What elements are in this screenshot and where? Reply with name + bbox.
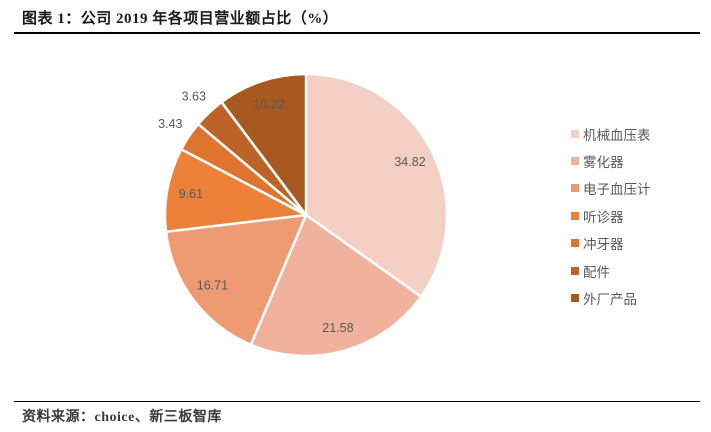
legend: 机械血压表雾化器电子血压计听诊器冲牙器配件外厂产品 xyxy=(571,120,651,312)
legend-swatch-icon xyxy=(571,266,579,275)
legend-swatch-icon xyxy=(571,129,579,138)
pie-slice-3 xyxy=(163,148,308,233)
pie-slice-2 xyxy=(164,213,308,346)
legend-item: 外厂产品 xyxy=(571,284,651,311)
slice-label: 9.61 xyxy=(179,187,203,201)
legend-item: 电子血压计 xyxy=(571,175,651,202)
title-divider xyxy=(14,32,700,34)
legend-swatch-icon xyxy=(571,294,579,303)
legend-label: 机械血压表 xyxy=(583,127,651,143)
legend-label: 外厂产品 xyxy=(583,292,637,308)
legend-item: 机械血压表 xyxy=(571,120,651,147)
slice-label: 16.71 xyxy=(197,279,228,293)
legend-swatch-icon xyxy=(571,239,579,248)
legend-item: 冲牙器 xyxy=(571,230,651,257)
legend-swatch-icon xyxy=(571,157,579,166)
slice-label: 21.58 xyxy=(322,321,353,335)
slice-label: 10.22 xyxy=(253,98,284,112)
legend-item: 听诊器 xyxy=(571,202,651,229)
source-note: 资料来源：choice、新三板智库 xyxy=(22,410,222,425)
pie-slice-6 xyxy=(220,72,308,217)
legend-item: 雾化器 xyxy=(571,147,651,174)
legend-label: 雾化器 xyxy=(583,155,624,171)
slice-label: 3.43 xyxy=(158,117,182,131)
legend-swatch-icon xyxy=(571,211,579,220)
slice-label: 3.63 xyxy=(182,90,206,104)
figure-title: 图表 1：公司 2019 年各项目营业额占比（%） xyxy=(22,11,339,27)
legend-item: 配件 xyxy=(571,257,651,284)
legend-swatch-icon xyxy=(571,184,579,193)
legend-label: 冲牙器 xyxy=(583,237,624,253)
pie-slice-0 xyxy=(304,72,449,298)
slice-label: 34.82 xyxy=(394,155,425,169)
legend-label: 听诊器 xyxy=(583,209,624,225)
legend-label: 配件 xyxy=(583,264,610,280)
pie-slice-1 xyxy=(249,213,423,358)
footer-divider xyxy=(14,401,700,402)
legend-label: 电子血压计 xyxy=(583,182,651,198)
